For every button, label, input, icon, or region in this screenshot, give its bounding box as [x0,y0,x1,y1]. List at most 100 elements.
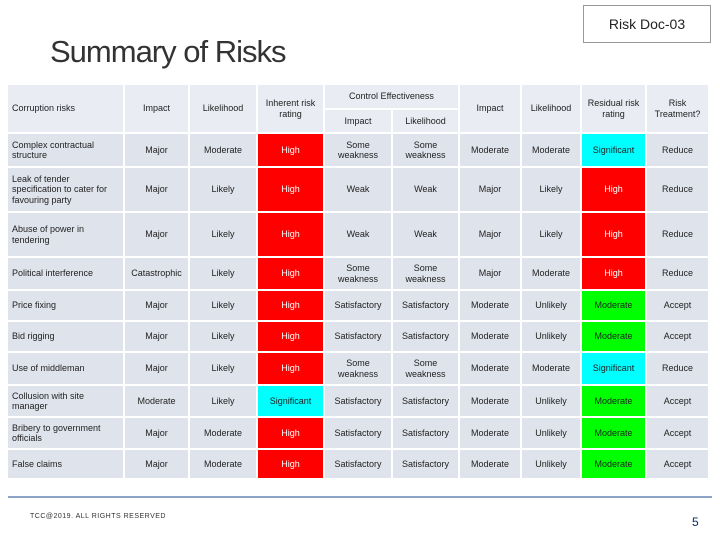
table-cell: High [258,450,323,478]
risk-name: Bid rigging [8,322,123,351]
table-cell: Satisfactory [325,322,391,351]
table-cell: Satisfactory [325,291,391,320]
table-cell: Satisfactory [325,386,391,416]
table-cell: Unlikely [522,291,580,320]
table-cell: Some weakness [393,134,458,166]
header-cell: Risk Treatment? [647,85,708,132]
table-cell: High [258,418,323,448]
header-cell: Corruption risks [8,85,123,132]
table-cell: High [258,322,323,351]
table-cell: Moderate [125,386,188,416]
table-cell: Reduce [647,353,708,384]
table-cell: Likely [190,258,256,289]
table-cell: Weak [393,168,458,211]
table-cell: High [582,213,645,256]
table-cell: Unlikely [522,418,580,448]
risk-name: False claims [8,450,123,478]
page-number: 5 [692,515,699,529]
risk-name: Bribery to government officials [8,418,123,448]
table-cell: Reduce [647,213,708,256]
table-cell: Accept [647,418,708,448]
header-cell: Likelihood [393,110,458,132]
table-cell: Moderate [522,134,580,166]
table-cell: Significant [582,353,645,384]
risk-name: Complex contractual structure [8,134,123,166]
table-cell: Satisfactory [393,291,458,320]
table-cell: Some weakness [393,353,458,384]
table-cell: Unlikely [522,322,580,351]
table-cell: High [582,258,645,289]
table-cell: Accept [647,450,708,478]
header-cell: Impact [125,85,188,132]
table-cell: Likely [522,213,580,256]
table-cell: Major [125,168,188,211]
table-cell: Likely [190,213,256,256]
table-cell: Reduce [647,258,708,289]
table-cell: Some weakness [325,353,391,384]
table-cell: Satisfactory [325,450,391,478]
table-cell: High [258,258,323,289]
table-cell: Major [125,418,188,448]
table-cell: High [258,168,323,211]
table-cell: Moderate [190,134,256,166]
table-cell: High [582,168,645,211]
table-cell: Likely [522,168,580,211]
table-cell: Likely [190,353,256,384]
table-cell: Moderate [582,322,645,351]
table-cell: Major [125,353,188,384]
table-cell: Unlikely [522,450,580,478]
table-cell: Accept [647,386,708,416]
header-cell: Likelihood [190,85,256,132]
table-cell: Major [125,450,188,478]
table-cell: Weak [325,168,391,211]
table-cell: Satisfactory [325,418,391,448]
doc-id: Risk Doc-03 [583,5,711,43]
header-cell: Impact [460,85,520,132]
header-cell: Likelihood [522,85,580,132]
table-cell: Satisfactory [393,418,458,448]
table-cell: Moderate [460,418,520,448]
table-cell: High [258,353,323,384]
header-cell: Impact [325,110,391,132]
table-cell: Moderate [190,450,256,478]
table-cell: Satisfactory [393,386,458,416]
copyright: TCC@2019. ALL RIGHTS RESERVED [30,513,166,520]
table-cell: Moderate [460,291,520,320]
table-cell: Moderate [582,386,645,416]
table-cell: Moderate [522,258,580,289]
risk-name: Leak of tender specification to cater fo… [8,168,123,211]
table-cell: Major [125,322,188,351]
table-cell: Satisfactory [393,322,458,351]
table-cell: High [258,213,323,256]
table-cell: Some weakness [325,258,391,289]
table-cell: Moderate [460,386,520,416]
table-cell: Likely [190,291,256,320]
risk-name: Price fixing [8,291,123,320]
table-cell: Major [460,213,520,256]
table-cell: Some weakness [393,258,458,289]
table-cell: Some weakness [325,134,391,166]
risk-name: Political interference [8,258,123,289]
table-cell: Major [125,213,188,256]
table-cell: Moderate [460,353,520,384]
table-cell: Moderate [460,134,520,166]
table-cell: High [258,291,323,320]
table-cell: Significant [258,386,323,416]
title: Summary of Risks [50,34,286,69]
header-cell: Control Effectiveness [325,85,458,108]
footer-rule [8,496,712,498]
table-cell: Satisfactory [393,450,458,478]
table-cell: Likely [190,322,256,351]
table-cell: Moderate [522,353,580,384]
table-cell: Major [125,134,188,166]
table-cell: Moderate [190,418,256,448]
table-cell: Reduce [647,134,708,166]
risk-name: Use of middleman [8,353,123,384]
table-cell: Moderate [582,291,645,320]
table-cell: Likely [190,168,256,211]
table-cell: Major [125,291,188,320]
table-cell: Major [460,168,520,211]
table-cell: Weak [325,213,391,256]
table-cell: Moderate [582,450,645,478]
